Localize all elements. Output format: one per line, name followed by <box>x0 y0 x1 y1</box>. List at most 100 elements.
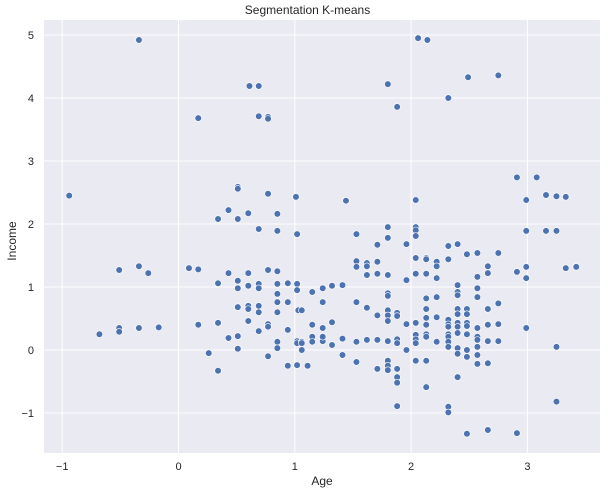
data-point <box>473 336 481 344</box>
data-point <box>484 305 492 313</box>
data-point <box>393 402 401 410</box>
data-point <box>224 334 233 342</box>
data-point <box>384 317 392 325</box>
data-point <box>562 264 570 272</box>
data-point <box>412 357 420 365</box>
data-point <box>422 321 430 329</box>
data-point <box>402 240 411 248</box>
y-axis-label: Income <box>5 221 19 261</box>
data-point <box>552 398 561 406</box>
data-point <box>552 343 561 351</box>
data-point <box>463 330 471 338</box>
data-point <box>144 269 152 277</box>
data-point <box>264 190 272 198</box>
data-point <box>454 291 462 299</box>
data-point <box>135 262 143 270</box>
data-point <box>494 337 502 345</box>
data-point <box>292 193 300 201</box>
data-point <box>473 324 481 332</box>
data-point <box>255 284 263 292</box>
data-point <box>384 292 392 300</box>
y-tick-label: 0 <box>28 345 34 357</box>
data-point <box>444 408 452 416</box>
data-point <box>95 330 104 338</box>
data-point <box>422 294 430 302</box>
data-point <box>214 319 222 327</box>
data-point <box>363 336 371 344</box>
data-point <box>319 324 327 332</box>
data-point <box>234 332 242 340</box>
data-point <box>273 338 281 346</box>
data-point <box>412 232 420 240</box>
data-point <box>402 276 411 284</box>
data-point <box>298 346 306 354</box>
data-point <box>552 192 561 200</box>
data-point <box>433 274 441 282</box>
data-point <box>135 36 143 44</box>
data-point <box>522 263 530 271</box>
data-point <box>414 34 422 42</box>
data-point <box>393 103 401 111</box>
data-point <box>463 430 471 438</box>
x-tick-label: −1 <box>56 461 69 473</box>
data-point <box>422 357 430 365</box>
data-point <box>473 284 481 292</box>
data-point <box>293 230 301 238</box>
data-point <box>444 323 452 331</box>
data-point <box>494 249 502 257</box>
data-point <box>352 338 361 346</box>
data-point <box>454 350 462 358</box>
data-point <box>342 197 350 205</box>
data-point <box>522 274 530 282</box>
data-point <box>319 284 327 292</box>
data-point <box>65 192 73 200</box>
data-point <box>373 270 381 278</box>
data-point <box>328 341 336 349</box>
data-point <box>352 358 361 366</box>
data-point <box>552 227 561 235</box>
data-point <box>273 298 281 306</box>
data-point <box>454 373 462 381</box>
data-point <box>412 254 420 262</box>
data-point <box>338 335 347 343</box>
data-point <box>293 361 301 369</box>
data-point <box>542 191 550 199</box>
data-point <box>422 383 430 391</box>
data-point <box>255 327 263 335</box>
data-point <box>473 293 481 301</box>
data-point <box>255 302 263 310</box>
data-point <box>402 320 411 328</box>
data-point <box>484 426 492 434</box>
data-point <box>284 362 292 370</box>
y-tick-label: −1 <box>21 408 34 420</box>
data-point <box>423 36 431 44</box>
data-point <box>494 320 502 328</box>
data-point <box>264 266 272 274</box>
data-point <box>328 318 336 326</box>
data-point <box>463 322 471 330</box>
data-point <box>473 351 481 359</box>
data-point <box>273 290 281 298</box>
data-point <box>224 206 233 214</box>
plot-area <box>44 20 600 453</box>
data-point <box>444 94 452 102</box>
data-point <box>338 351 347 359</box>
data-point <box>484 337 492 345</box>
data-point <box>214 367 222 375</box>
data-point <box>244 317 252 325</box>
data-point <box>454 281 462 289</box>
data-point <box>319 333 327 341</box>
data-point <box>264 323 272 331</box>
data-point <box>463 250 471 258</box>
data-point <box>194 114 202 122</box>
data-point <box>115 266 123 274</box>
data-point <box>373 311 381 319</box>
data-point <box>384 337 392 345</box>
data-point <box>293 286 301 294</box>
data-point <box>234 345 242 353</box>
data-point <box>422 270 430 278</box>
data-point <box>393 379 401 387</box>
data-point <box>412 339 420 347</box>
data-point <box>542 227 550 235</box>
data-point <box>284 279 292 287</box>
